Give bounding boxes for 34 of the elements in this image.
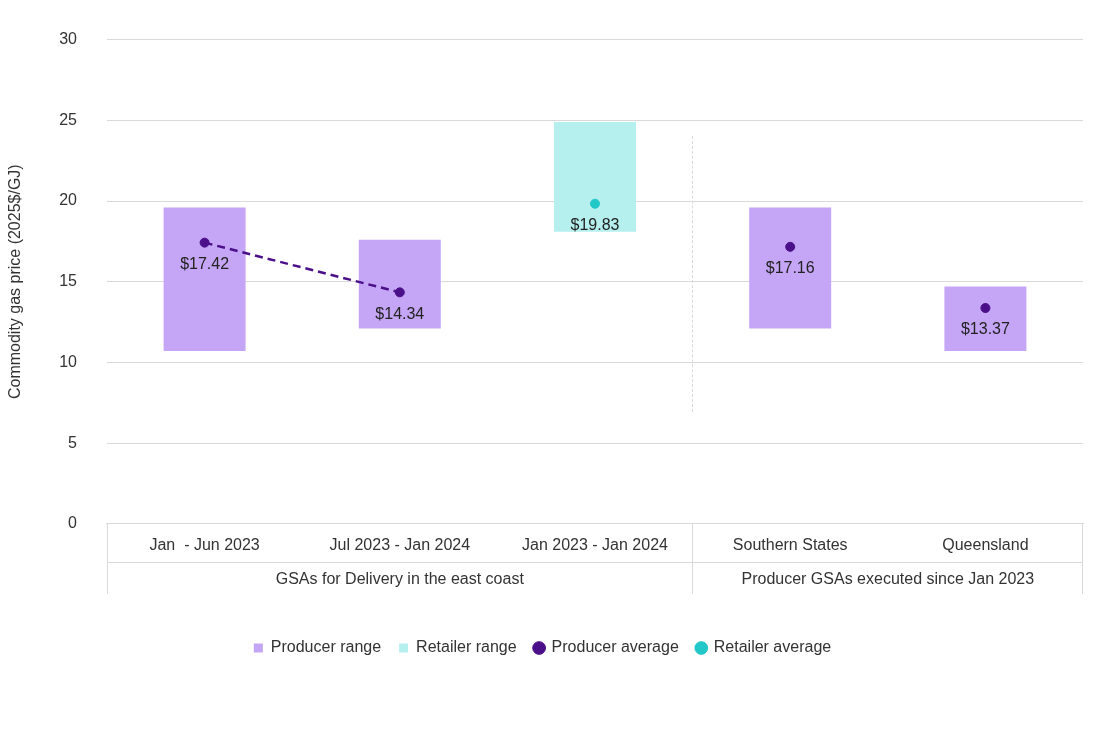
- data-label: $19.83: [570, 216, 620, 234]
- y-tick-label: 5: [68, 433, 78, 451]
- bar: [163, 207, 246, 352]
- x-tick-label: Jul 2023 - Jan 2024: [329, 535, 471, 553]
- legend-label: Retailer average: [713, 638, 832, 656]
- bar: [944, 286, 1027, 352]
- legend-label: Producer average: [551, 638, 679, 656]
- text: GSAs for Delivery in the east coast: [275, 570, 525, 588]
- y-tick-label: 20: [59, 191, 78, 209]
- x-tick-label: Southern States: [732, 535, 848, 553]
- data-label: $13.37: [960, 320, 1010, 338]
- text: Producer GSAs executed since Jan 2023: [741, 570, 1035, 588]
- x-tick-label: Queensland: [942, 535, 1029, 553]
- data-label: $17.16: [765, 259, 815, 277]
- y-tick-label: 30: [59, 30, 78, 48]
- point: [199, 237, 210, 248]
- y-tick-label: 0: [68, 514, 78, 532]
- x-tick-label: Jan 2023 - Jan 2024: [522, 535, 669, 553]
- point: [590, 198, 600, 209]
- point: [980, 303, 991, 314]
- data-label: $14.34: [375, 304, 425, 322]
- y-tick-label: 15: [59, 272, 78, 290]
- data-label: $17.42: [180, 255, 230, 273]
- point: [394, 287, 405, 298]
- point: [785, 241, 796, 252]
- bar: [554, 121, 636, 232]
- bar: [749, 207, 832, 329]
- x-tick-label: Jan - Jun 2023: [149, 535, 260, 553]
- legend-label: Producer range: [270, 638, 382, 656]
- y-tick-label: 25: [59, 110, 78, 128]
- legend-label: Retailer range: [416, 638, 517, 656]
- y-axis-title: Commodity gas price (2025$/GJ): [6, 164, 24, 400]
- y-tick-label: 10: [59, 352, 78, 370]
- bar: [358, 239, 441, 329]
